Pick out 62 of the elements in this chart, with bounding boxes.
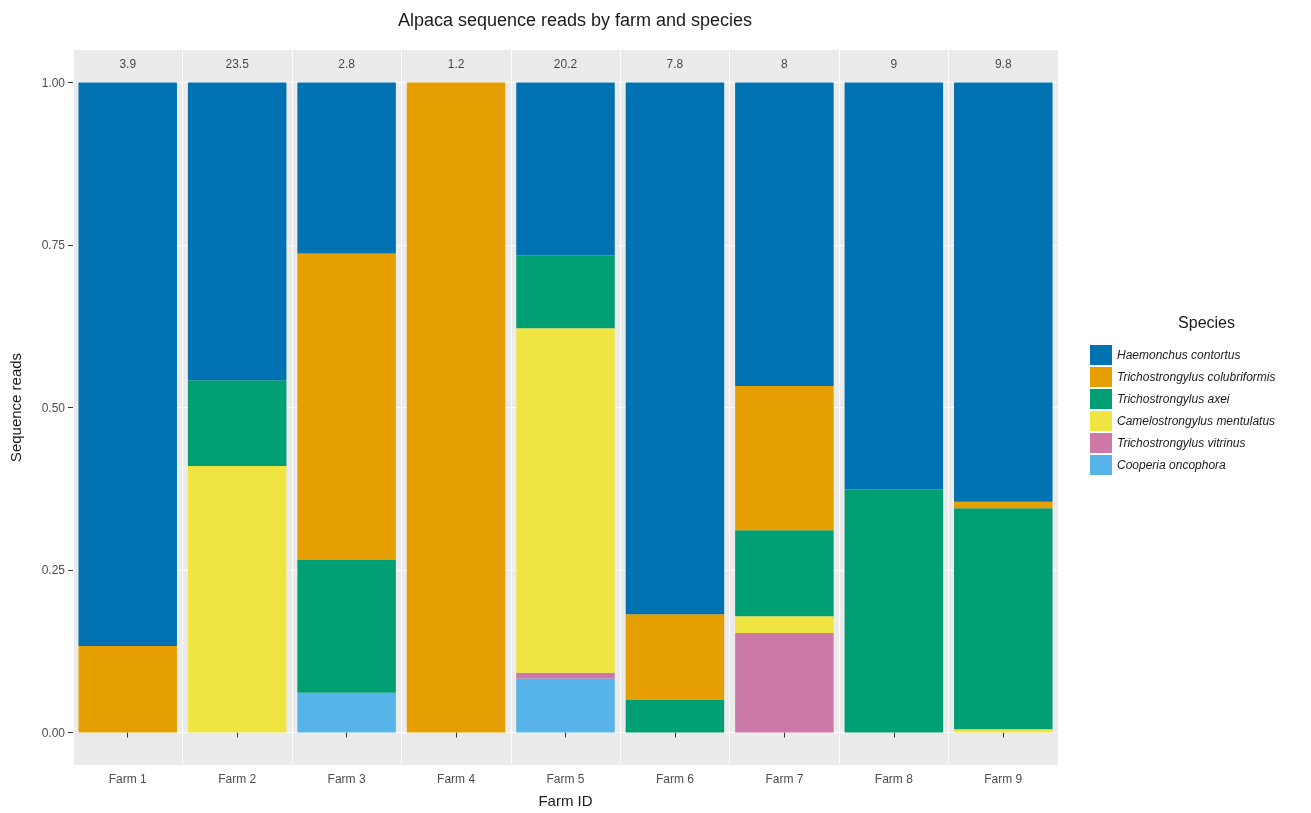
bar [406,82,506,733]
bar [735,530,834,617]
bar [516,82,615,256]
x-tick-label: Farm 9 [984,772,1023,786]
annotation: 1.2 [447,57,465,71]
bar [297,692,396,733]
bar [625,700,725,733]
legend-label: Trichostrongylus vitrinus [1117,436,1246,450]
bar [735,633,834,733]
legend-label: Camelostrongylus mentulatus [1117,414,1276,428]
annotation: 9.8 [994,57,1012,71]
annotation: 7.8 [666,57,684,71]
bar [735,386,834,531]
bar [954,501,1053,509]
x-tick-label: Farm 2 [218,772,257,786]
bar [187,380,287,466]
x-tick-label: Farm 6 [655,772,695,786]
bar [735,616,834,634]
x-tick-label: Farm 8 [874,772,914,786]
bar [297,82,396,254]
annotation: 9 [890,57,898,71]
annotation: 20.2 [553,57,578,71]
legend-label: Cooperia oncophora [1117,458,1227,472]
legend-title: Species [1178,313,1235,331]
bar [516,255,615,329]
bar [187,82,287,381]
annotation: 8 [781,57,789,71]
x-tick-label: Farm 1 [108,772,148,786]
bar [516,328,615,673]
x-tick-label: Farm 4 [437,772,476,786]
y-axis-title: Sequence reads [7,352,24,463]
bar [516,678,615,733]
annotation: 3.9 [119,57,137,71]
annotation: 2.8 [338,57,356,71]
bar [78,646,177,733]
x-tick-label: Farm 3 [327,772,366,786]
bar [954,508,1053,730]
bar [844,82,944,490]
bar [735,82,834,387]
bar [297,559,396,693]
bar [844,489,944,733]
y-tick-label: 0.25 [41,563,66,577]
x-tick-label: Farm 7 [765,772,804,786]
x-axis-title: Farm ID [538,792,593,809]
bar [78,82,177,647]
bar [954,729,1053,733]
legend-label: Haemonchus contortus [1117,348,1241,362]
bar [954,82,1053,502]
chart-title: Alpaca sequence reads by farm and species [397,10,753,30]
annotation: 23.5 [225,57,250,71]
bar [297,253,396,560]
y-tick-label: 0.50 [41,400,66,415]
bar [625,82,725,615]
y-tick-label: 0.00 [41,725,66,740]
legend-label: Trichostrongylus colubriformis [1117,370,1276,384]
bar [187,466,287,733]
legend-label: Trichostrongylus axei [1117,392,1230,406]
x-tick-label: Farm 5 [546,772,585,786]
y-tick-label: 0.75 [41,238,66,252]
bar [625,614,725,700]
y-tick-label: 1.00 [41,75,66,90]
bar [516,672,615,679]
